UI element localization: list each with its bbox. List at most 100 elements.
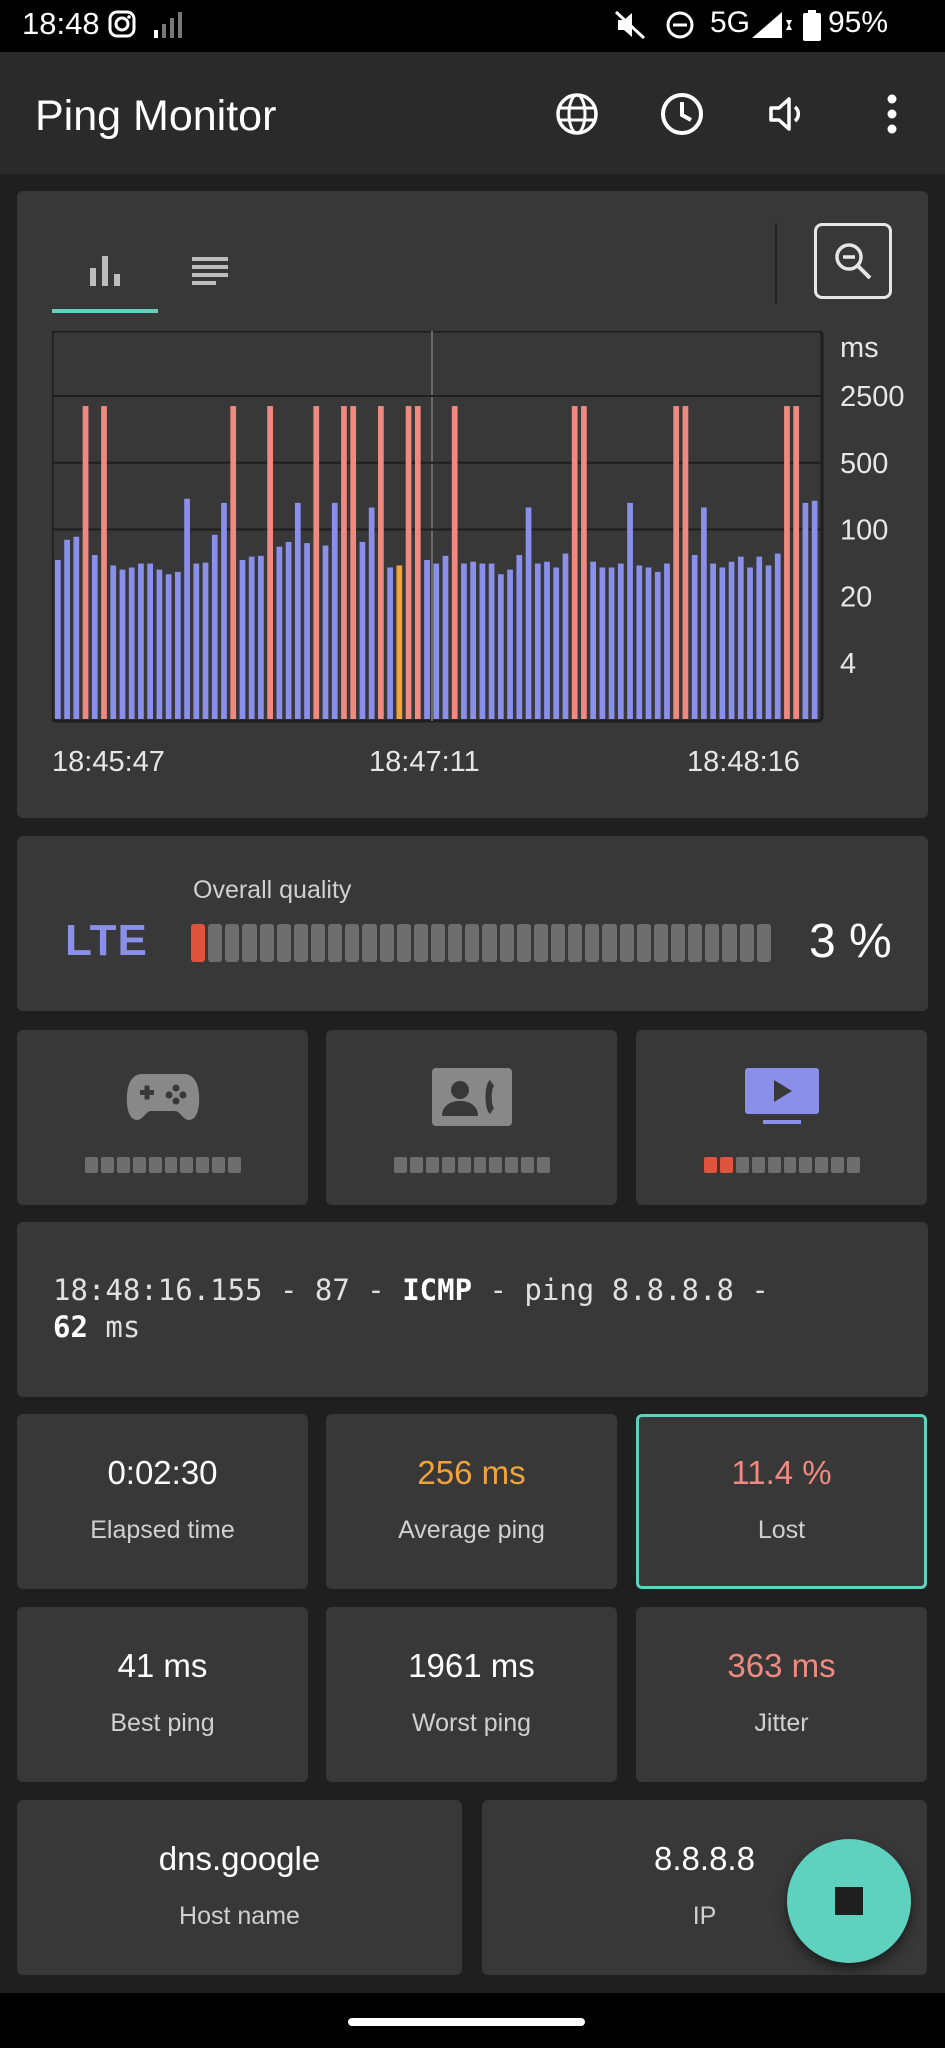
log-text: 18:48:16.155 - 87 - ICMP - ping 8.8.8.8 … [53,1272,769,1346]
stat-label: Lost [757,1516,806,1544]
quality-segment [242,924,257,962]
more-vert-icon [887,94,897,134]
ping-bar [664,563,670,719]
stop-icon [835,1887,863,1915]
tab-chart[interactable] [52,229,158,313]
quality-segment [116,1157,130,1173]
quality-segment [521,1157,535,1173]
history-button[interactable] [653,85,711,143]
zoom-button[interactable] [814,223,892,299]
home-handle[interactable] [348,2018,585,2026]
stat-best-ping[interactable]: 41 ms Best ping [17,1607,308,1782]
quality-segment [228,1157,242,1173]
ping-bar [590,561,596,719]
stat-label: Elapsed time [90,1516,235,1544]
quality-segment [164,1157,178,1173]
quality-segment [499,924,514,962]
quality-card: LTE Overall quality 3 % [17,836,928,1011]
quality-segment [409,1157,423,1173]
stat-worst-ping[interactable]: 1961 ms Worst ping [326,1607,617,1782]
ping-bar [636,565,643,719]
quality-bar [191,924,771,962]
stat-label: Average ping [398,1516,545,1544]
quality-segment [396,924,411,962]
ping-bar [239,559,246,719]
quality-label: Overall quality [193,876,352,904]
bar-chart-icon [90,256,120,286]
ping-bar [802,502,809,719]
stat-host-name[interactable]: dns.google Host name [17,1800,462,1975]
ping-bar [442,555,449,719]
quality-segment [722,924,737,962]
ping-bar [765,565,772,719]
stat-jitter[interactable]: 363 ms Jitter [636,1607,927,1782]
ping-bar [331,502,338,719]
ping-bar [774,553,781,719]
lost-ping-bar [451,406,458,719]
lost-ping-bar [414,406,421,719]
quality-segment [847,1157,861,1173]
log-prefix: 18:48:16.155 - 87 - [53,1273,403,1307]
quality-segment [505,1157,519,1173]
gaming-quality-card[interactable] [17,1030,308,1205]
volume-icon [769,97,801,131]
chart-card: ms 2500 500 100 20 4 18:45:47 18:47:11 18:48… [17,191,928,818]
stat-label: Worst ping [411,1709,532,1737]
sound-button[interactable] [758,85,816,143]
stat-label: IP [692,1902,717,1930]
video-call-icon [431,1068,512,1126]
call-quality-card[interactable] [326,1030,617,1205]
ping-bar [294,502,301,719]
quality-segment [345,924,360,962]
overflow-menu-button[interactable] [863,85,921,143]
ping-bar [174,571,181,719]
quality-segment [619,924,634,962]
quality-segment [225,924,240,962]
stat-elapsed-time[interactable]: 0:02:30 Elapsed time [17,1414,308,1589]
ping-bar [138,563,144,719]
quality-segment [259,924,274,962]
quality-segment [756,924,771,962]
app-title: Ping Monitor [35,92,277,140]
stat-label: Best ping [110,1709,215,1737]
quality-segment [482,924,497,962]
ping-bar [507,569,513,719]
zoom-out-icon [835,243,872,280]
battery-icon [803,10,821,41]
stat-average-ping[interactable]: 256 ms Average ping [326,1414,617,1589]
ping-bar [553,567,560,719]
log-suffix: - ping 8.8.8.8 - [472,1273,769,1307]
globe-button[interactable] [548,85,606,143]
list-icon [192,257,228,285]
stat-value: 41 ms [117,1647,208,1684]
log-ping-value: 62 [53,1310,88,1344]
app-bar: Ping Monitor [0,52,945,174]
ping-bar [424,559,430,719]
stop-button[interactable] [787,1839,911,1963]
stat-lost[interactable]: 11.4 % Lost [636,1414,927,1589]
quality-segment [670,924,686,962]
stat-label: Host name [179,1902,300,1930]
ping-bar [756,556,763,719]
ping-bar [396,565,403,719]
stream-quality-card[interactable] [636,1030,927,1205]
quality-segment [585,924,600,962]
globe-icon [556,93,598,135]
lost-ping-bar [350,406,357,719]
quality-segment [739,924,754,962]
quality-segment [636,924,651,962]
signal-weak-icon [154,12,182,38]
quality-segment [208,924,223,962]
lost-ping-bar [784,406,790,719]
lost-ping-bar [571,406,578,719]
stat-value: 1961 ms [408,1647,535,1684]
log-protocol: ICMP [402,1273,473,1307]
muted-icon [614,10,646,40]
lost-ping-bar [793,406,800,719]
y-unit-label: ms [840,332,879,364]
quality-segment [196,1157,210,1173]
quality-segment [212,1157,226,1173]
ping-bar [119,569,126,719]
ping-bar [691,555,698,719]
tab-log[interactable] [157,229,263,313]
